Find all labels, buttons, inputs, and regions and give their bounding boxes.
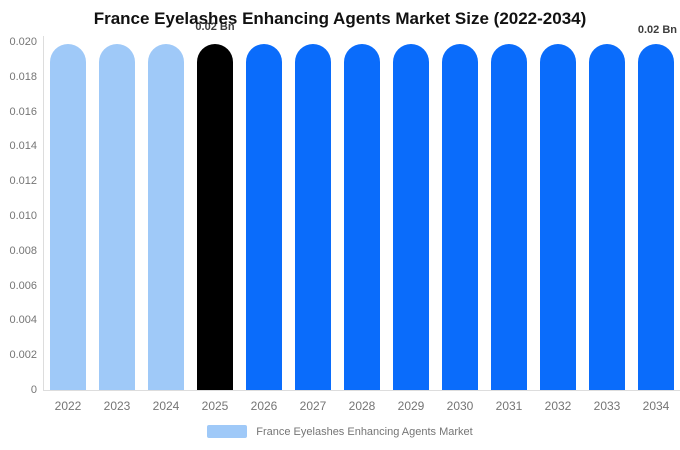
y-tick-label: 0.018 xyxy=(9,70,37,83)
y-tick-label: 0.020 xyxy=(9,36,37,48)
x-tick-label-2024: 2024 xyxy=(152,399,180,413)
bar-2024 xyxy=(148,44,184,390)
bar-2025 xyxy=(197,44,233,390)
legend-label: France Eyelashes Enhancing Agents Market xyxy=(256,425,473,438)
bar-2031 xyxy=(491,44,527,390)
x-tick-label-2022: 2022 xyxy=(54,399,82,413)
y-tick-label: 0.010 xyxy=(9,210,37,222)
x-tick-label-2023: 2023 xyxy=(103,399,131,413)
bar-2028 xyxy=(344,44,380,390)
x-tick-label-2034: 2034 xyxy=(642,399,670,413)
bar-2034 xyxy=(638,44,674,390)
x-tick-label-2027: 2027 xyxy=(299,399,327,413)
bar-2030 xyxy=(442,44,478,390)
y-tick-label: 0.016 xyxy=(9,105,37,118)
bar-2023 xyxy=(99,44,135,390)
bar-2029 xyxy=(393,44,429,390)
legend-swatch xyxy=(207,425,248,438)
y-tick-label: 0.012 xyxy=(9,175,37,188)
y-axis-line xyxy=(43,36,44,391)
bar-2027 xyxy=(295,44,331,390)
x-tick-label-2033: 2033 xyxy=(593,399,621,413)
y-tick-label: 0.004 xyxy=(9,314,37,327)
y-tick-label: 0.008 xyxy=(9,244,37,257)
annotation-final-value: 0.02 Bn xyxy=(637,24,677,36)
y-tick-label: 0.014 xyxy=(9,140,37,153)
annotation-2025-value: 0.02 Bn xyxy=(195,21,235,33)
x-axis-line xyxy=(43,390,680,391)
x-tick-label-2032: 2032 xyxy=(544,399,572,413)
x-tick-label-2031: 2031 xyxy=(495,399,523,413)
x-tick-label-2025: 2025 xyxy=(201,399,229,413)
x-tick-label-2029: 2029 xyxy=(397,399,425,413)
y-tick-label: 0.006 xyxy=(9,279,37,292)
bar-2033 xyxy=(589,44,625,390)
bar-2032 xyxy=(540,44,576,390)
y-tick-label: 0.002 xyxy=(9,349,37,362)
x-tick-label-2026: 2026 xyxy=(250,399,278,413)
y-tick-label: 0 xyxy=(30,384,37,396)
chart-title: France Eyelashes Enhancing Agents Market… xyxy=(93,9,587,28)
x-tick-label-2030: 2030 xyxy=(446,399,474,413)
x-tick-label-2028: 2028 xyxy=(348,399,376,413)
bar-2026 xyxy=(246,44,282,390)
bar-2022 xyxy=(50,44,86,390)
legend[interactable]: France Eyelashes Enhancing Agents Market xyxy=(0,425,680,438)
